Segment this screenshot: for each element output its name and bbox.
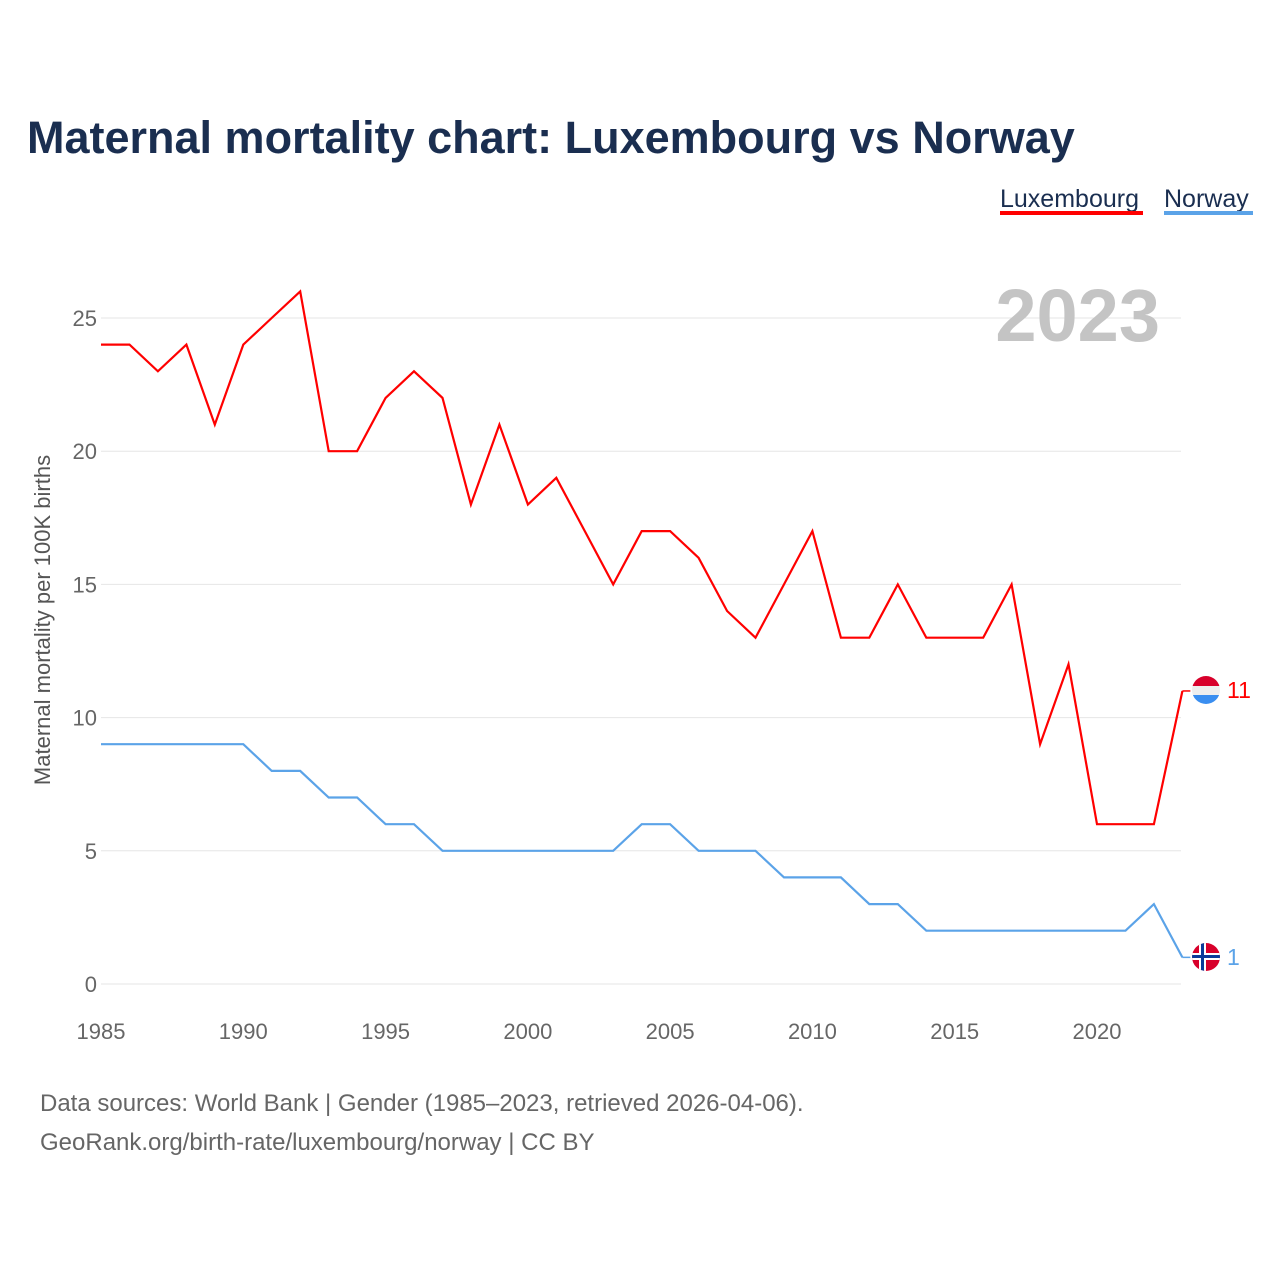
y-axis-label: Maternal mortality per 100K births	[30, 455, 55, 785]
series-lines	[101, 289, 1191, 959]
footer-link[interactable]: GeoRank.org/birth-rate/luxembourg/norway…	[40, 1129, 594, 1156]
x-tick-label: 2000	[503, 1019, 552, 1044]
series-line-luxembourg	[101, 289, 1184, 826]
norway-flag-icon	[1192, 943, 1220, 971]
legend: Luxembourg Norway	[1000, 185, 1253, 215]
y-tick-label: 20	[73, 439, 97, 464]
x-tick-label: 2015	[930, 1019, 979, 1044]
y-tick-label: 5	[85, 839, 97, 864]
x-tick-label: 1985	[77, 1019, 126, 1044]
legend-norway[interactable]: Norway	[1164, 185, 1249, 213]
x-tick-label: 2010	[788, 1019, 837, 1044]
legend-luxembourg-swatch	[1000, 211, 1143, 215]
y-tick-label: 10	[73, 706, 97, 731]
year-watermark: 2023	[995, 274, 1160, 357]
x-tick-label: 1995	[361, 1019, 410, 1044]
chart-title: Maternal mortality chart: Luxembourg vs …	[27, 112, 1075, 163]
legend-norway-swatch	[1164, 211, 1253, 215]
y-tick-label: 0	[85, 972, 97, 997]
luxembourg-end-marker: 11	[1192, 676, 1251, 704]
footer-sources: Data sources: World Bank | Gender (1985–…	[40, 1090, 804, 1117]
y-tick-label: 15	[73, 572, 97, 597]
norway-end-marker: 1	[1192, 943, 1240, 971]
x-tick-label: 2005	[646, 1019, 695, 1044]
luxembourg-flag-icon	[1192, 676, 1220, 704]
grid	[101, 317, 1181, 985]
x-tick-label: 1990	[219, 1019, 268, 1044]
y-axis: 0 5 10 15 20 25	[73, 306, 97, 997]
x-axis: 1985 1990 1995 2000 2005 2010 2015 2020	[77, 1019, 1122, 1044]
norway-end-label: 1	[1227, 944, 1240, 970]
luxembourg-end-label: 11	[1227, 677, 1251, 703]
series-line-norway	[101, 743, 1184, 958]
legend-luxembourg[interactable]: Luxembourg	[1000, 185, 1139, 213]
x-tick-label: 2020	[1073, 1019, 1122, 1044]
y-tick-label: 25	[73, 306, 97, 331]
